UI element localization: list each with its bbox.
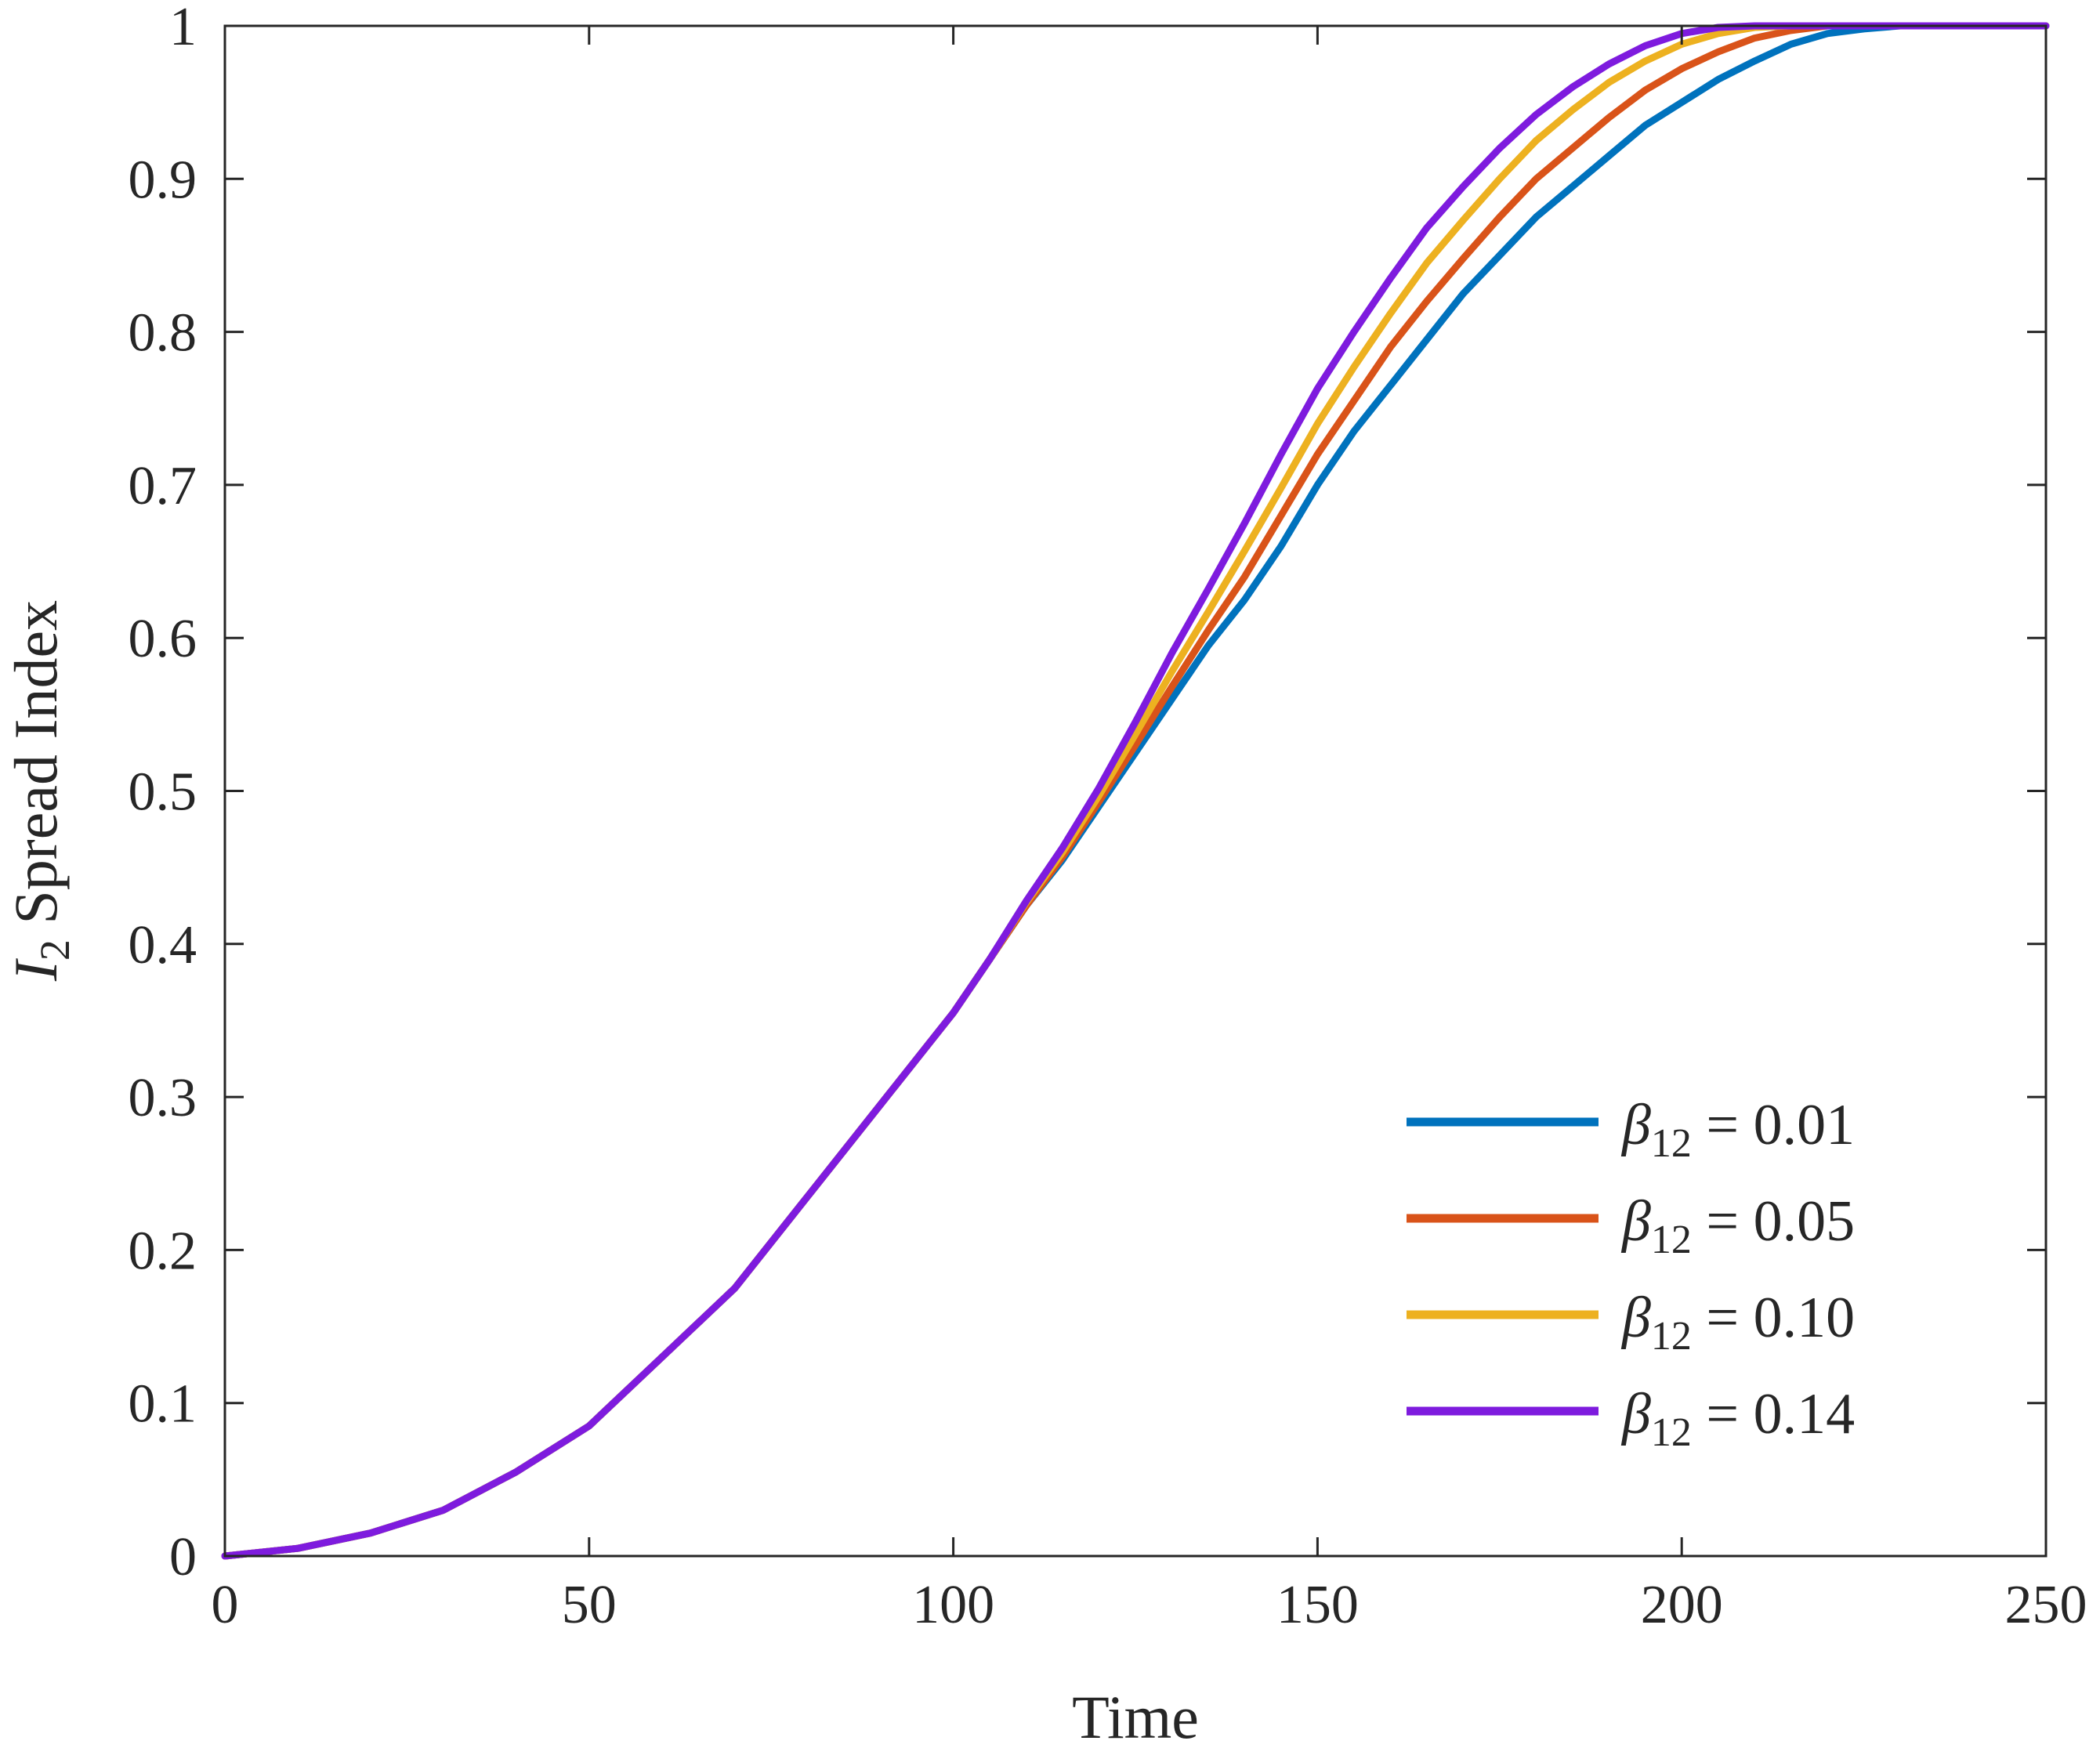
legend-greek: β <box>1620 1286 1651 1350</box>
x-tick-label: 100 <box>912 1575 994 1635</box>
y-tick-label: 0.2 <box>129 1221 197 1281</box>
y-tick-label: 1 <box>169 0 197 57</box>
y-tick-label: 0.1 <box>129 1374 197 1435</box>
legend-greek: β <box>1620 1189 1651 1254</box>
x-tick-label: 250 <box>2005 1575 2087 1635</box>
y-tick-label: 0.7 <box>129 456 197 516</box>
series-line-4 <box>221 22 2050 1560</box>
legend-subscript: 12 <box>1651 1218 1692 1262</box>
y-tick-label: 0.8 <box>129 303 197 364</box>
legend-label-2: β12 = 0.05 <box>1620 1189 1855 1262</box>
legend-value: = 0.01 <box>1692 1093 1855 1157</box>
x-tick-label: 0 <box>212 1575 239 1635</box>
legend-subscript: 12 <box>1651 1314 1692 1359</box>
legend-greek: β <box>1620 1093 1651 1157</box>
tick-labels-layer: 0 50 100 150 200 250 0 0.1 0.2 0.3 0.4 0.5 0.6 0.7 0.8… <box>129 0 2087 1635</box>
y-axis-title-main: I <box>2 957 70 982</box>
x-tick-label: 200 <box>1641 1575 1723 1635</box>
x-tick-label: 50 <box>562 1575 617 1635</box>
y-tick-label: 0.5 <box>129 762 197 823</box>
x-axis-title: Time <box>1072 1683 1199 1748</box>
y-tick-label: 0.3 <box>129 1068 197 1128</box>
legend-label-4: β12 = 0.14 <box>1620 1382 1855 1455</box>
y-tick-label: 0 <box>169 1527 197 1587</box>
x-tick-label: 150 <box>1276 1575 1359 1635</box>
y-axis-title-sub: 2 <box>31 939 78 961</box>
y-tick-label: 0.9 <box>129 150 197 210</box>
legend-label-1: β12 = 0.01 <box>1620 1093 1855 1166</box>
y-tick-label: 0.6 <box>129 609 197 669</box>
y-tick-label: 0.4 <box>129 915 197 975</box>
series-layer <box>221 22 2050 1560</box>
ticks-layer <box>223 24 2048 1558</box>
legend-label-3: β12 = 0.10 <box>1620 1286 1855 1359</box>
legend-value: = 0.05 <box>1692 1189 1855 1254</box>
y-axis-title-rest: Spread Index <box>2 600 70 939</box>
legend-subscript: 12 <box>1651 1121 1692 1166</box>
y-axis-title: I2 Spread Index <box>2 600 78 982</box>
legend-value: = 0.14 <box>1692 1382 1855 1446</box>
legend-greek: β <box>1620 1382 1651 1446</box>
legend-subscript: 12 <box>1651 1410 1692 1455</box>
legend-value: = 0.10 <box>1692 1286 1855 1350</box>
